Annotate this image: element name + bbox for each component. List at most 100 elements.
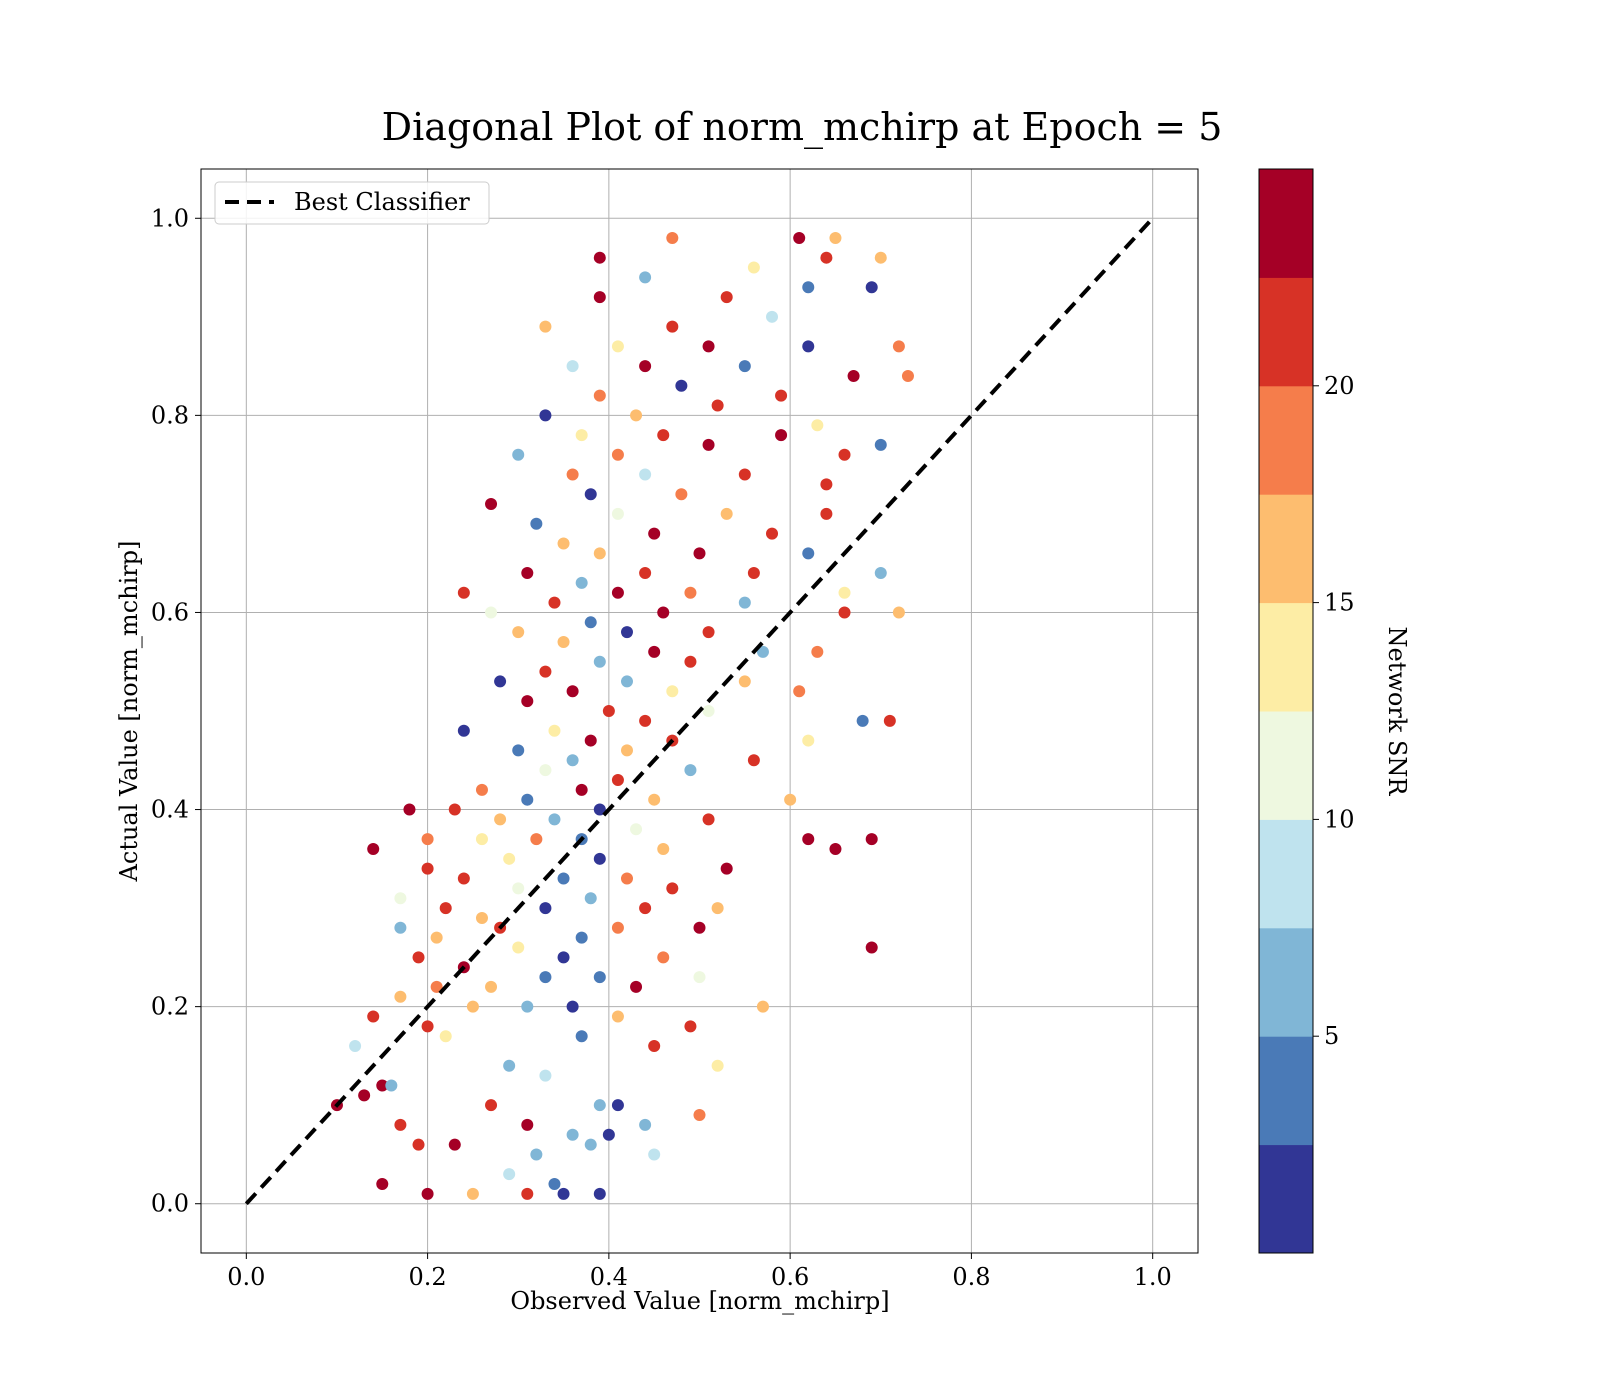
legend: Best Classifier — [214, 181, 490, 225]
scatter-point — [593, 852, 606, 865]
scatter-point — [557, 1187, 570, 1200]
scatter-point — [367, 1010, 380, 1023]
scatter-point — [394, 990, 407, 1003]
scatter-point — [611, 340, 624, 353]
y-tick-label: 0.4 — [151, 796, 189, 824]
scatter-point — [802, 340, 815, 353]
scatter-point — [548, 813, 561, 826]
colorbar-segment — [1259, 1144, 1313, 1254]
scatter-point — [738, 360, 751, 373]
scatter-point — [838, 448, 851, 461]
scatter-point — [530, 517, 543, 530]
y-tick-label: 1.0 — [151, 204, 189, 232]
scatter-point — [865, 833, 878, 846]
scatter-point — [584, 734, 597, 747]
colorbar-segment — [1259, 927, 1313, 1037]
scatter-point — [575, 429, 588, 442]
scatter-point — [865, 281, 878, 294]
scatter-point — [657, 606, 670, 619]
scatter-point — [620, 872, 633, 885]
scatter-point — [639, 567, 652, 580]
scatter-point — [566, 685, 579, 698]
scatter-point — [648, 793, 661, 806]
scatter-point — [539, 665, 552, 678]
scatter-point — [557, 951, 570, 964]
scatter-point — [648, 527, 661, 540]
x-tick-label: 1.0 — [1134, 1263, 1172, 1291]
scatter-point — [811, 645, 824, 658]
scatter-point — [620, 744, 633, 757]
scatter-point — [539, 971, 552, 984]
scatter-point — [584, 488, 597, 501]
scatter-point — [448, 1138, 461, 1151]
scatter-point — [457, 872, 470, 885]
scatter-point — [593, 803, 606, 816]
colorbar-segment — [1259, 711, 1313, 820]
scatter-point — [666, 320, 679, 333]
y-tick-label: 0.8 — [151, 401, 189, 429]
scatter-point — [394, 921, 407, 934]
y-axis-label: Actual Value [norm_mchirp] — [115, 541, 143, 883]
scatter-point — [684, 1020, 697, 1033]
scatter-point — [775, 389, 788, 402]
scatter-point — [521, 793, 534, 806]
scatter-point — [412, 951, 425, 964]
scatter-point — [711, 1059, 724, 1072]
scatter-point — [521, 1187, 534, 1200]
y-tick-label: 0.2 — [151, 993, 189, 1021]
scatter-point — [793, 685, 806, 698]
scatter-point — [566, 1000, 579, 1013]
scatter-point — [466, 1000, 479, 1013]
colorbar-tick-label: 10 — [1324, 805, 1355, 833]
scatter-point — [702, 340, 715, 353]
scatter-point — [675, 488, 688, 501]
scatter-point — [775, 429, 788, 442]
scatter-point — [829, 842, 842, 855]
scatter-point — [611, 1010, 624, 1023]
scatter-point — [376, 1178, 389, 1191]
scatter-point — [711, 399, 724, 412]
scatter-point — [593, 1099, 606, 1112]
scatter-point — [811, 419, 824, 432]
scatter-point — [856, 714, 869, 727]
scatter-point — [412, 1138, 425, 1151]
best-classifier-line — [244, 216, 1155, 1206]
scatter-point — [802, 734, 815, 747]
scatter-point — [793, 231, 806, 244]
scatter-point — [820, 251, 833, 264]
scatter-point — [512, 882, 525, 895]
scatter-point — [575, 1030, 588, 1043]
scatter-point — [593, 251, 606, 264]
scatter-point — [521, 695, 534, 708]
colorbar-tick-label: 5 — [1324, 1022, 1339, 1050]
scatter-point — [639, 468, 652, 481]
scatter-point — [611, 507, 624, 520]
scatter-point — [802, 281, 815, 294]
scatter-point — [503, 1059, 516, 1072]
scatter-point — [611, 921, 624, 934]
scatter-point — [820, 478, 833, 491]
scatter-point — [630, 823, 643, 836]
scatter-point — [421, 862, 434, 875]
scatter-point — [566, 468, 579, 481]
x-tick-label: 0.6 — [771, 1263, 809, 1291]
scatter-point — [693, 1109, 706, 1122]
scatter-point — [611, 1099, 624, 1112]
scatter-point — [820, 507, 833, 520]
scatter-point — [475, 783, 488, 796]
scatter-points — [330, 231, 914, 1200]
legend-label: Best Classifier — [294, 188, 470, 216]
scatter-point — [648, 645, 661, 658]
scatter-point — [802, 833, 815, 846]
scatter-point — [530, 833, 543, 846]
x-axis-ticks: 0.0 0.2 0.4 0.6 0.8 1.0 — [227, 1253, 1172, 1291]
scatter-point — [475, 833, 488, 846]
scatter-point — [657, 429, 670, 442]
scatter-point — [611, 773, 624, 786]
scatter-point — [439, 902, 452, 915]
scatter-point — [874, 438, 887, 451]
scatter-point — [457, 724, 470, 737]
scatter-point — [738, 675, 751, 688]
scatter-point — [684, 586, 697, 599]
